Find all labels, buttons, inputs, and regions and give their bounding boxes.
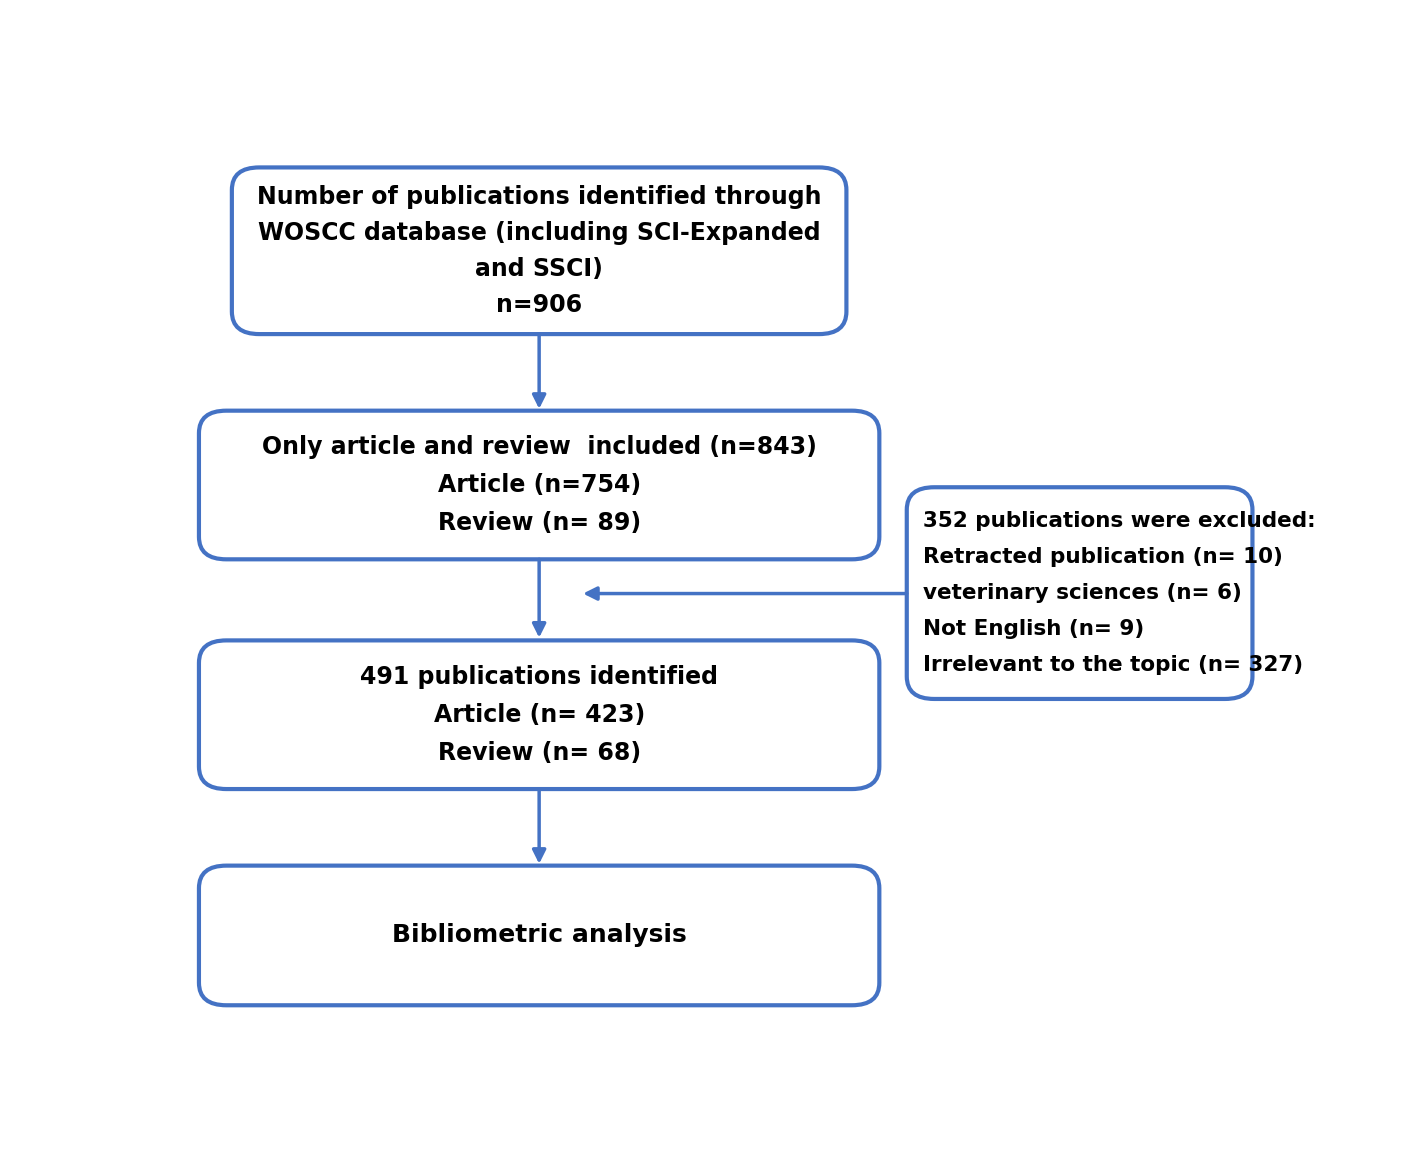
Text: Only article and review  included (n=843): Only article and review included (n=843) — [262, 435, 817, 459]
Text: Irrelevant to the topic (n= 327): Irrelevant to the topic (n= 327) — [923, 655, 1303, 675]
Text: Not English (n= 9): Not English (n= 9) — [923, 619, 1144, 639]
Text: 491 publications identified: 491 publications identified — [360, 665, 718, 689]
FancyBboxPatch shape — [232, 167, 847, 335]
FancyBboxPatch shape — [198, 866, 879, 1005]
FancyBboxPatch shape — [906, 487, 1252, 698]
Text: n=906: n=906 — [496, 292, 582, 317]
Text: and SSCI): and SSCI) — [476, 256, 603, 281]
Text: veterinary sciences (n= 6): veterinary sciences (n= 6) — [923, 583, 1242, 603]
FancyBboxPatch shape — [198, 411, 879, 559]
Text: Review (n= 89): Review (n= 89) — [438, 511, 640, 535]
Text: 352 publications were excluded:: 352 publications were excluded: — [923, 511, 1315, 531]
Text: Number of publications identified through: Number of publications identified throug… — [256, 185, 821, 208]
FancyBboxPatch shape — [198, 640, 879, 789]
Text: Article (n=754): Article (n=754) — [438, 473, 640, 497]
Text: Article (n= 423): Article (n= 423) — [433, 703, 644, 727]
Text: WOSCC database (including SCI-Expanded: WOSCC database (including SCI-Expanded — [258, 221, 820, 245]
Text: Review (n= 68): Review (n= 68) — [438, 741, 640, 764]
Text: Retracted publication (n= 10): Retracted publication (n= 10) — [923, 548, 1283, 567]
Text: Bibliometric analysis: Bibliometric analysis — [392, 923, 687, 948]
